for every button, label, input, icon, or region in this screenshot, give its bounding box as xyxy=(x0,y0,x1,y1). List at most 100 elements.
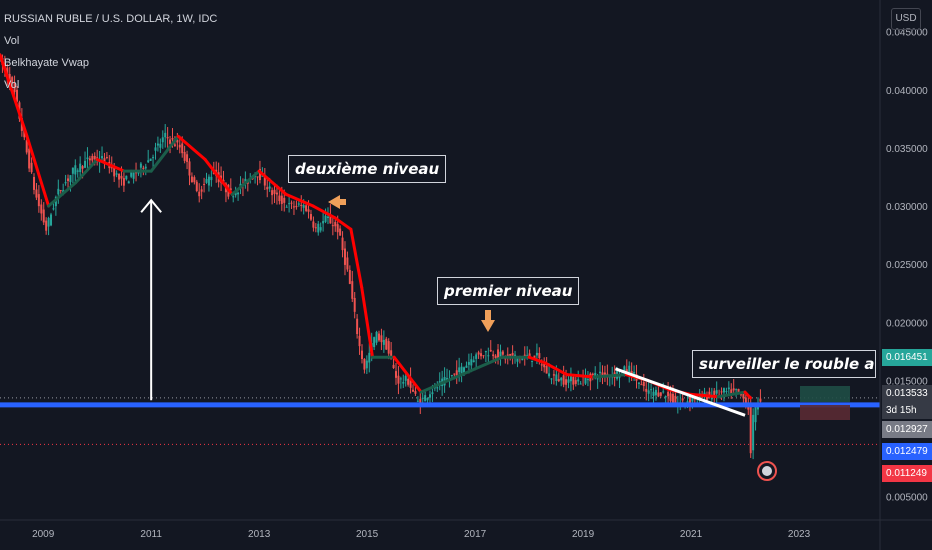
candle-body xyxy=(28,148,31,169)
candle-body xyxy=(198,191,201,197)
candle-body xyxy=(489,349,492,352)
candle-body xyxy=(497,349,500,358)
candle-body xyxy=(548,373,551,377)
candle-body xyxy=(538,353,541,359)
candle-body xyxy=(574,380,577,384)
long-position-target-zone xyxy=(800,386,850,402)
x-tick-label: 2019 xyxy=(572,529,595,540)
candle-body xyxy=(387,341,390,354)
candle-body xyxy=(166,137,169,139)
candle-body xyxy=(752,414,755,451)
currency-button[interactable]: USD xyxy=(891,8,921,30)
candle-body xyxy=(584,377,587,384)
annotation-second-level[interactable]: deuxième niveau xyxy=(288,155,447,183)
vwap-segment xyxy=(543,361,569,377)
candle-body xyxy=(288,203,291,205)
candle-body xyxy=(465,365,468,368)
candle-body xyxy=(261,175,264,177)
badge-price-current: 0.013533 xyxy=(882,385,932,402)
candle-body xyxy=(334,221,337,227)
candle-body xyxy=(395,371,397,378)
candle-body xyxy=(540,364,543,366)
vwap-segment xyxy=(592,373,628,379)
candle-body xyxy=(458,367,461,373)
candle-body xyxy=(81,166,84,169)
long-position-stop-zone xyxy=(800,405,850,420)
candle-body xyxy=(625,369,628,372)
candle-body xyxy=(79,163,82,173)
candle-body xyxy=(13,82,16,92)
candle-body xyxy=(33,176,36,190)
candle-body xyxy=(404,375,407,381)
candle-body xyxy=(455,370,458,378)
candle-body xyxy=(37,194,40,207)
candle-body xyxy=(343,248,346,265)
candle-body xyxy=(205,179,208,183)
candle-body xyxy=(71,167,74,174)
candle-body xyxy=(169,139,172,144)
x-tick-label: 2013 xyxy=(248,529,271,540)
candle-body xyxy=(492,354,495,357)
candle-body xyxy=(642,382,645,387)
candle-body xyxy=(186,154,189,162)
candle-body xyxy=(322,221,325,224)
candle-body xyxy=(744,397,747,406)
candle-body xyxy=(688,396,691,403)
candle-body xyxy=(460,366,463,375)
candle-body xyxy=(207,176,210,186)
vwap-segment xyxy=(257,169,288,196)
x-tick-label: 2015 xyxy=(356,529,379,540)
candle-body xyxy=(368,352,371,363)
candle-body xyxy=(727,387,730,390)
candle-body xyxy=(749,405,752,454)
candle-body xyxy=(203,183,206,185)
candle-body xyxy=(59,190,62,192)
candle-body xyxy=(45,220,48,231)
candle-body xyxy=(147,160,150,163)
indicator-label-vwap[interactable]: Belkhayate Vwap xyxy=(4,57,89,69)
candle-body xyxy=(181,143,184,154)
candle-body xyxy=(654,389,657,396)
candle-body xyxy=(118,173,121,180)
candle-body xyxy=(477,352,480,355)
candle-body xyxy=(640,384,643,386)
vwap-segment xyxy=(333,216,353,231)
indicator-label-vol-2[interactable]: Vol xyxy=(4,79,20,91)
candle-body xyxy=(720,391,723,393)
candle-body xyxy=(300,204,303,206)
vwap-segment xyxy=(0,53,29,138)
candle-body xyxy=(144,166,147,169)
annotation-first-level[interactable]: premier niveau xyxy=(437,277,580,305)
candle-body xyxy=(569,376,572,382)
candle-body xyxy=(484,351,487,353)
candle-body xyxy=(178,144,181,148)
y-tick-label: 0.035000 xyxy=(886,144,928,155)
badge-price-blue: 0.012479 xyxy=(882,443,932,460)
candle-body xyxy=(557,379,560,382)
vwap-segment xyxy=(284,192,315,208)
candle-body xyxy=(650,389,653,391)
candle-body xyxy=(305,205,308,211)
candle-body xyxy=(302,205,305,208)
annotation-watch-ruble[interactable]: surveiller le rouble a la hausse xyxy=(692,350,876,378)
candle-body xyxy=(317,223,320,233)
candle-body xyxy=(628,365,631,373)
candle-body xyxy=(562,375,565,385)
candle-body xyxy=(336,224,339,233)
us-flag-event-icon-inner xyxy=(762,466,772,476)
candle-body xyxy=(671,393,674,403)
candle-body xyxy=(86,157,89,160)
candle-body xyxy=(363,358,366,370)
candle-body xyxy=(686,401,689,403)
candle-body xyxy=(139,163,142,168)
indicator-label-vol[interactable]: Vol xyxy=(4,35,20,47)
y-tick-label: 0.015000 xyxy=(886,376,928,387)
candle-body xyxy=(88,158,91,161)
candle-body xyxy=(560,377,563,381)
candle-body xyxy=(280,195,283,204)
candle-body xyxy=(586,379,589,381)
candle-body xyxy=(501,351,504,355)
candle-body xyxy=(416,400,419,402)
